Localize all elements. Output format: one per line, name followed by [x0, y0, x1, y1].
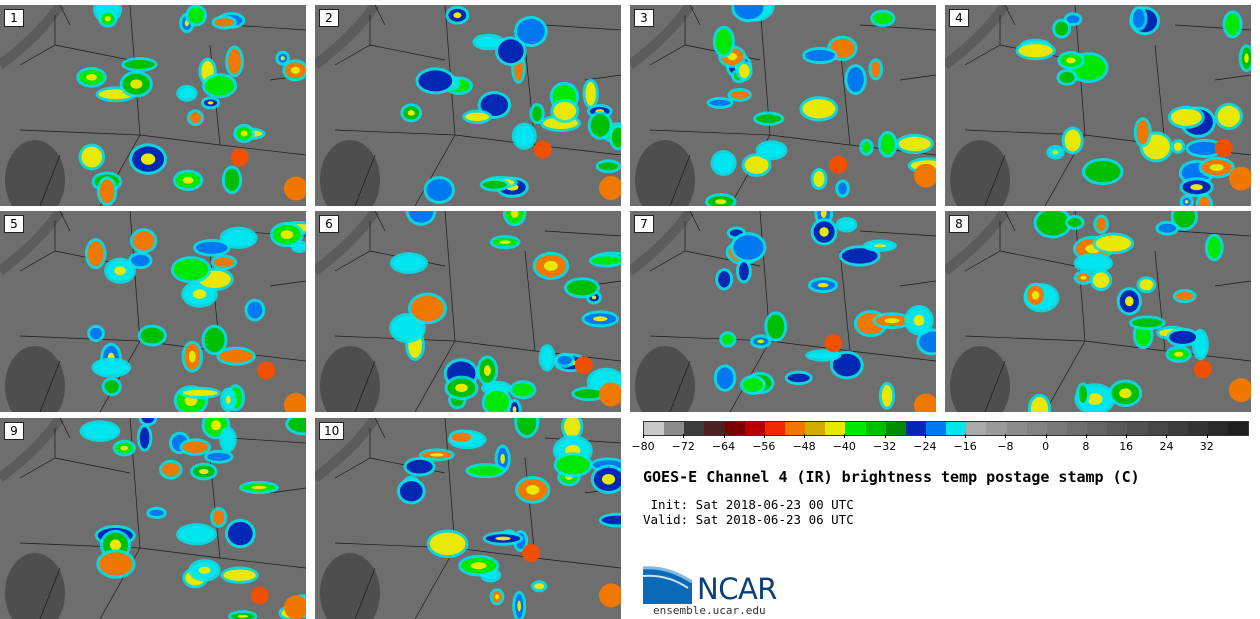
colorbar-segment: [1228, 422, 1249, 435]
colorbar-segment: [704, 422, 725, 435]
panel-number: 1: [4, 9, 24, 27]
colorbar-segment: [845, 422, 866, 435]
map-panel: 4: [945, 5, 1251, 206]
ncar-logo-text: NCAR: [697, 572, 777, 606]
map-panel: 5: [0, 211, 306, 412]
colorbar-tick-label: 24: [1159, 440, 1174, 453]
colorbar-tick-label: −40: [832, 440, 856, 453]
colorbar-tick-label: −64: [711, 440, 736, 453]
colorbar-tick-label: −8: [997, 440, 1014, 453]
map-panel: 6: [315, 211, 621, 412]
colorbar-tick-label: −16: [953, 440, 977, 453]
panel-number: 6: [319, 215, 339, 233]
colorbar-segment: [1127, 422, 1148, 435]
colorbar-tick-label: 16: [1119, 440, 1134, 453]
colorbar-tick-label: −80: [631, 440, 655, 453]
website-url: ensemble.ucar.edu: [653, 604, 766, 617]
map-panel: 7: [630, 211, 936, 412]
panel-number: 10: [319, 422, 345, 440]
colorbar-segment: [684, 422, 705, 435]
panel-number: 4: [949, 9, 969, 27]
colorbar-segment: [825, 422, 846, 435]
colorbar-tick: [1126, 434, 1128, 438]
figure-title: GOES-E Channel 4 (IR) brightness temp po…: [643, 468, 1140, 486]
valid-time: Valid: Sat 2018-06-23 06 UTC: [643, 512, 854, 527]
colorbar-tick: [1085, 434, 1087, 438]
colorbar-segment: [784, 422, 806, 435]
colorbar-segment: [865, 422, 886, 435]
colorbar-segment: [644, 422, 665, 435]
colorbar-tick-label: 0: [1042, 440, 1050, 453]
panel-number: 9: [4, 422, 24, 440]
colorbar-segment: [1187, 422, 1208, 435]
colorbar-segment: [966, 422, 987, 435]
colorbar-segment: [1167, 422, 1188, 435]
colorbar-tick: [1005, 434, 1007, 438]
colorbar-tick: [763, 434, 765, 438]
colorbar-tick: [1166, 434, 1168, 438]
panel-number: 5: [4, 215, 24, 233]
colorbar-tick: [1045, 434, 1047, 438]
panel-number: 2: [319, 9, 339, 27]
colorbar-tick: [643, 434, 644, 438]
colorbar-tick: [1206, 434, 1208, 438]
panel-number: 8: [949, 215, 969, 233]
colorbar-segment: [1006, 422, 1027, 435]
colorbar-segment: [1147, 422, 1168, 435]
colorbar-tick-label: −32: [872, 440, 897, 453]
temperature-colorbar: [643, 421, 1249, 436]
colorbar-segment: [724, 422, 745, 435]
colorbar-segment: [925, 422, 947, 435]
colorbar-ticks: −80 −72 −64 −56 −48 −40 −32 −24 −16 −8 0 8 16 24 32: [631, 434, 1249, 454]
colorbar-tick: [804, 434, 806, 438]
map-panel: 3: [630, 5, 936, 206]
colorbar-tick: [884, 434, 886, 438]
map-panel: 8: [945, 211, 1251, 412]
ncar-logo-icon: [642, 566, 693, 604]
colorbar-segment: [1107, 422, 1128, 435]
colorbar-tick-label: −56: [752, 440, 776, 453]
colorbar-tick: [965, 434, 967, 438]
colorbar-segment: [946, 422, 967, 435]
init-time: Init: Sat 2018-06-23 00 UTC: [643, 497, 854, 512]
panel-number: 3: [634, 9, 654, 27]
colorbar-tick: [844, 434, 846, 438]
colorbar-tick: [723, 434, 725, 438]
colorbar-tick-label: 8: [1082, 440, 1090, 453]
colorbar-segment: [1207, 422, 1229, 435]
colorbar-segment: [764, 422, 785, 435]
colorbar-tick-label: 32: [1199, 440, 1214, 453]
colorbar-segment: [744, 422, 765, 435]
colorbar-segment: [1046, 422, 1067, 435]
panel-number: 7: [634, 215, 654, 233]
colorbar-segment: [805, 422, 826, 435]
colorbar-tick: [683, 434, 685, 438]
colorbar-segment: [1087, 422, 1108, 435]
colorbar-segment: [885, 422, 906, 435]
colorbar-segment: [986, 422, 1007, 435]
map-panel: 10: [315, 418, 621, 619]
map-panel: 2: [315, 5, 621, 206]
colorbar-segment: [664, 422, 685, 435]
colorbar-segment: [905, 422, 926, 435]
map-panel: 9: [0, 418, 306, 619]
colorbar-tick: [924, 434, 926, 438]
colorbar-segment: [1066, 422, 1088, 435]
colorbar-tick-label: −24: [913, 440, 937, 453]
colorbar-tick-label: −48: [792, 440, 816, 453]
colorbar-segment: [1026, 422, 1047, 435]
map-panel: 1: [0, 5, 306, 206]
colorbar-tick-label: −72: [671, 440, 695, 453]
